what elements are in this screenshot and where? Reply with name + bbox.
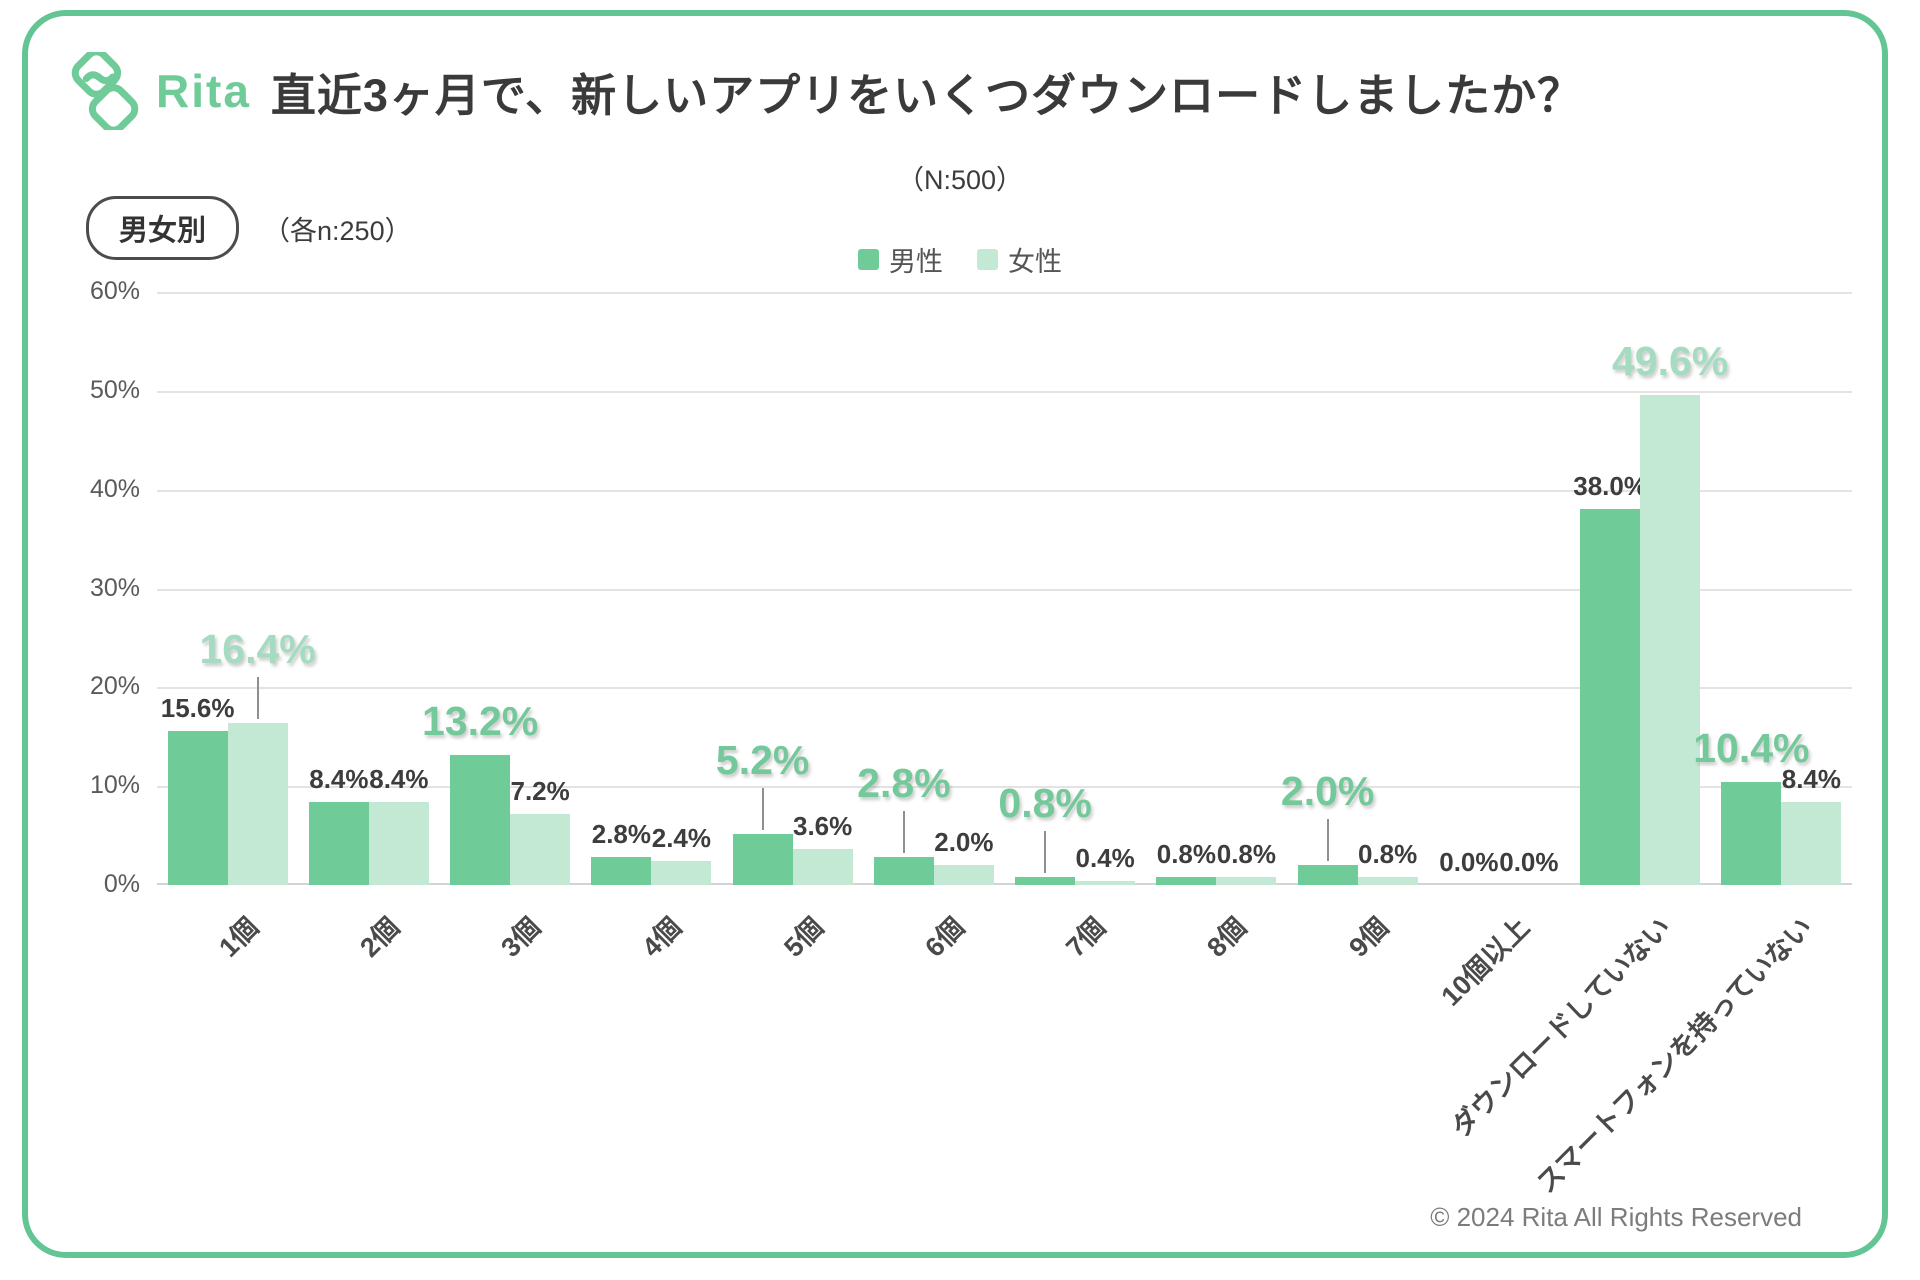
bar-男性-1個 xyxy=(167,730,228,885)
segment-badge[interactable]: 男女別 xyxy=(86,196,240,260)
bar-男性-ダウンロードしていない xyxy=(1580,509,1641,885)
rita-logo: Rita xyxy=(66,52,251,130)
bar-男性-5個 xyxy=(732,833,793,885)
legend-label-male: 男性 xyxy=(889,247,943,277)
y-axis-label-50%: 50% xyxy=(89,376,140,404)
bar-男性-2個 xyxy=(308,801,369,885)
copyright-text: © 2024 Rita All Rights Reserved xyxy=(1430,1202,1802,1232)
y-axis-label-40%: 40% xyxy=(89,475,140,503)
value-label-男性-2個: 8.4% xyxy=(309,763,369,794)
y-axis-label-10%: 10% xyxy=(89,771,140,799)
value-label-女性-10個以上: 0.0% xyxy=(1499,847,1559,877)
value-label-女性-6個: 2.0% xyxy=(934,827,994,858)
value-label-男性-5個: 5.2% xyxy=(715,736,810,783)
rita-logo-icon xyxy=(71,52,139,130)
y-axis-label-20%: 20% xyxy=(89,672,140,700)
bar-女性-8個 xyxy=(1216,877,1277,885)
bar-女性-6個 xyxy=(933,865,994,885)
male-swatch-icon xyxy=(858,249,879,270)
bar-男性-3個 xyxy=(450,754,511,885)
bar-男性-7個 xyxy=(1015,877,1076,885)
gridline-50% xyxy=(157,391,1852,393)
legend-label-female: 女性 xyxy=(1008,247,1062,277)
value-label-男性-スマートフォンを持っていない: 10.4% xyxy=(1693,725,1810,772)
bar-女性-スマートフォンを持っていない xyxy=(1781,801,1842,885)
bar-男性-4個 xyxy=(591,857,652,885)
bar-女性-2個 xyxy=(368,801,429,885)
bar-女性-1個 xyxy=(227,722,288,885)
gridline-60% xyxy=(157,292,1852,294)
gridline-0% xyxy=(157,883,1852,885)
value-label-女性-ダウンロードしていない: 49.6% xyxy=(1611,337,1729,384)
value-label-男性-4個: 2.8% xyxy=(591,819,651,850)
value-label-男性-8個: 0.8% xyxy=(1156,839,1216,870)
gridline-40% xyxy=(157,490,1852,492)
page-title: 直近3ヶ月で、新しいアプリをいくつダウンロードしましたか？ xyxy=(270,69,1584,121)
segment-controls: 男女別 （各n:250） xyxy=(86,196,412,260)
value-label-男性-7個: 0.8% xyxy=(998,780,1092,827)
y-axis-label-60%: 60% xyxy=(89,277,140,305)
female-swatch-icon xyxy=(977,249,998,270)
gridline-20% xyxy=(157,687,1852,689)
leader-line-男性-5個 xyxy=(761,787,764,830)
bar-女性-3個 xyxy=(510,813,571,885)
bar-女性-5個 xyxy=(792,849,853,885)
value-label-男性-3個: 13.2% xyxy=(421,697,539,744)
bar-女性-4個 xyxy=(651,861,712,885)
gridline-10% xyxy=(157,786,1852,788)
value-label-男性-ダウンロードしていない: 38.0% xyxy=(1573,471,1647,502)
bar-男性-スマートフォンを持っていない xyxy=(1721,782,1782,885)
sample-size-note: （N:500） xyxy=(896,165,1024,195)
value-label-女性-7個: 0.4% xyxy=(1075,843,1135,874)
value-label-女性-5個: 3.6% xyxy=(792,811,853,842)
bar-chart-plot-area: 60% 50% 40% 30% 20% 10% 0% 15.6% 16.4% 1個 8.4% 8.4%… xyxy=(90,277,1852,1199)
leader-line-女性-1個 xyxy=(256,676,259,719)
value-label-女性-1個: 16.4% xyxy=(199,625,316,672)
value-label-男性-1個: 15.6% xyxy=(160,692,235,723)
bar-男性-8個 xyxy=(1156,877,1217,885)
y-axis-label-0%: 0% xyxy=(103,870,140,898)
value-label-女性-4個: 2.4% xyxy=(651,823,711,854)
value-label-女性-8個: 0.8% xyxy=(1216,839,1276,870)
legend-item-female: 女性 xyxy=(977,240,1062,279)
bar-女性-7個 xyxy=(1075,881,1136,885)
chart-card xyxy=(22,10,1888,1258)
y-axis-label-30%: 30% xyxy=(89,574,140,602)
legend-item-male: 男性 xyxy=(858,240,943,279)
value-label-女性-3個: 7.2% xyxy=(510,775,570,806)
bar-女性-ダウンロードしていない xyxy=(1640,394,1701,885)
per-group-n-note: （各n:250） xyxy=(263,215,412,246)
value-label-女性-スマートフォンを持っていない: 8.4% xyxy=(1781,763,1841,794)
value-label-男性-6個: 2.8% xyxy=(857,760,951,807)
value-label-男性-9個: 2.0% xyxy=(1280,768,1375,815)
gridline-30% xyxy=(157,589,1852,591)
value-label-女性-2個: 8.4% xyxy=(369,763,429,794)
leader-line-男性-6個 xyxy=(902,811,905,854)
bar-男性-9個 xyxy=(1297,865,1358,885)
leader-line-男性-7個 xyxy=(1044,831,1047,874)
bar-女性-9個 xyxy=(1357,877,1418,885)
bar-男性-6個 xyxy=(873,857,934,885)
chart-legend: 男性 女性 xyxy=(0,240,1920,279)
value-label-女性-9個: 0.8% xyxy=(1357,839,1418,870)
leader-line-男性-9個 xyxy=(1326,819,1329,862)
header: Rita 直近3ヶ月で、新しいアプリをいくつダウンロードしましたか？ xyxy=(66,52,1583,130)
brand-name: Rita xyxy=(156,65,251,117)
value-label-男性-10個以上: 0.0% xyxy=(1439,847,1499,877)
